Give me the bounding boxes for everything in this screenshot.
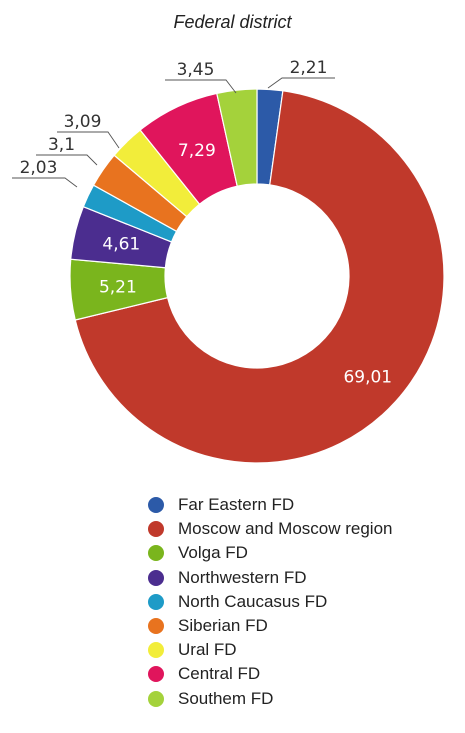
data-label: 3,1 bbox=[48, 135, 75, 155]
legend-item: Northwestern FD bbox=[148, 566, 392, 590]
legend-item: North Caucasus FD bbox=[148, 590, 392, 614]
legend-swatch bbox=[148, 545, 164, 562]
legend-swatch bbox=[148, 497, 164, 514]
legend-item: Southem FD bbox=[148, 687, 392, 711]
legend-label: Siberian FD bbox=[178, 616, 268, 636]
data-label: 7,29 bbox=[178, 141, 216, 161]
legend-swatch bbox=[148, 666, 164, 683]
legend-label: North Caucasus FD bbox=[178, 591, 328, 611]
donut-chart: 2,21 69,01 5,21 4,61 2,03 3,1 3,09 7,29 3,45 bbox=[12, 58, 445, 464]
slice-moscow-and-moscow-region bbox=[74, 90, 445, 464]
legend-label: Ural FD bbox=[178, 640, 237, 660]
callout-line bbox=[36, 154, 98, 166]
callout-line bbox=[267, 77, 335, 89]
legend-label: Far Eastern FD bbox=[178, 495, 295, 515]
legend-item: Moscow and Moscow region bbox=[148, 517, 392, 541]
legend-item: Ural FD bbox=[148, 638, 392, 662]
legend-item: Siberian FD bbox=[148, 614, 392, 638]
legend-label: Northwestern FD bbox=[178, 567, 307, 587]
legend-label: Volga FD bbox=[178, 543, 248, 563]
legend-swatch bbox=[148, 690, 164, 707]
data-label: 4,61 bbox=[102, 235, 140, 255]
legend-item: Central FD bbox=[148, 662, 392, 686]
legend-item: Far Eastern FD bbox=[148, 493, 392, 517]
legend-label: Southem FD bbox=[178, 688, 274, 708]
callout-line bbox=[165, 79, 237, 94]
legend-swatch bbox=[148, 642, 164, 659]
data-label: 2,03 bbox=[20, 158, 58, 178]
legend-item: Volga FD bbox=[148, 541, 392, 565]
data-label: 3,45 bbox=[177, 60, 215, 80]
chart-title: Federal district bbox=[173, 12, 292, 32]
data-label: 3,09 bbox=[64, 112, 102, 132]
legend-swatch bbox=[148, 593, 164, 610]
legend: Far Eastern FD Moscow and Moscow region Vo… bbox=[148, 493, 392, 711]
data-label: 69,01 bbox=[343, 367, 392, 387]
data-label: 2,21 bbox=[290, 58, 328, 78]
callout-line bbox=[12, 177, 78, 188]
legend-swatch bbox=[148, 521, 164, 538]
legend-label: Central FD bbox=[178, 664, 261, 684]
data-label: 5,21 bbox=[99, 277, 137, 297]
legend-swatch bbox=[148, 569, 164, 586]
legend-label: Moscow and Moscow region bbox=[178, 519, 393, 539]
slice-southem-fd bbox=[216, 88, 258, 187]
legend-swatch bbox=[148, 618, 164, 635]
callout-line bbox=[57, 131, 120, 149]
